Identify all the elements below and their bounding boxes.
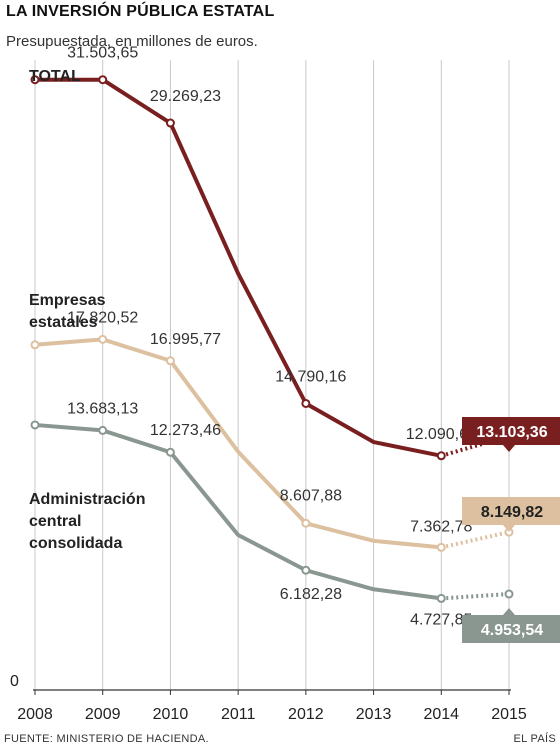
data-label-administracion-2014: 4.727,85 [410,611,472,628]
point-empresas-2009 [98,334,108,344]
data-label-empresas-2009: 17.820,52 [67,309,138,326]
series-name-empresas-line-2: estatales [29,314,98,331]
x-tick-label-2010: 2010 [153,706,189,723]
data-label-empresas-2012: 8.607,88 [280,487,342,504]
point-empresas-2008 [30,340,40,350]
point-total-2010 [165,118,175,128]
chart-subtitle: Presupuestada, en millones de euros. [6,33,258,50]
point-administracion-2008 [30,420,40,430]
chart-title: LA INVERSIÓN PÚBLICA ESTATAL [6,3,275,20]
series-projection-empresas [440,530,510,550]
point-administracion-2014 [436,593,446,603]
data-labels: 31.503,65 29.269,23 14.790,16 12.090,63 13.1… [29,45,560,643]
value-box-total [462,417,560,445]
x-tick-label-2011: 2011 [221,706,256,723]
data-label-empresas-2014: 7.362,78 [410,518,472,535]
point-total-2009 [98,75,108,85]
data-label-administracion-2009: 13.683,13 [67,400,138,417]
data-label-empresas-2010: 16.995,77 [150,331,221,348]
grid-lines [34,60,510,690]
x-tick-label-2014: 2014 [423,706,459,723]
series-name-administracion-line-3: consolidada [29,535,122,552]
point-administracion-2009 [98,425,108,435]
data-label-total-2014: 12.090,63 [406,426,477,443]
point-empresas-2014 [436,542,446,552]
value-box-administracion [462,615,560,643]
y-tick-label-0: 0 [10,673,19,690]
value-box-empresas [462,497,560,525]
point-empresas-2010 [165,356,175,366]
series-projection-administracion [441,592,510,601]
point-administracion-2015 [504,589,514,599]
series-name-administracion-line-2: central [29,513,81,530]
data-label-total-2010: 29.269,23 [150,88,221,105]
data-label-total-2012: 14.790,16 [275,368,346,385]
value-box-pointer-total [503,445,515,452]
data-label-total-2009: 31.503,65 [67,45,138,62]
x-tick-label-2009: 2009 [85,706,121,723]
value-box-label-empresas: 8.149,82 [481,504,543,521]
x-tick-label-2015: 2015 [491,706,527,723]
axes: 2008 2009 2010 2011 2012 2013 2014 2015 0 [10,673,527,723]
series-name-administracion-line-1: Administración [29,491,145,508]
point-total-2012 [301,398,311,408]
series-name-empresas-line-1: Empresas [29,292,106,309]
point-administracion-2012 [301,565,311,575]
publisher-brand: EL PAÍS [513,733,556,745]
series-name-total-line-1: TOTAL [29,68,81,85]
point-empresas-2012 [301,518,311,528]
value-box-label-total: 13.103,36 [476,424,547,441]
point-administracion-2010 [165,447,175,457]
value-box-pointer-administracion [503,608,515,615]
x-tick-label-2008: 2008 [17,706,53,723]
point-total-2014 [436,451,446,461]
point-total-2008 [30,75,40,85]
source-note: FUENTE: MINISTERIO DE HACIENDA. [4,733,209,745]
data-label-administracion-2010: 12.273,46 [150,422,221,439]
series-lines [30,75,514,603]
value-box-label-administracion: 4.953,54 [481,622,543,639]
value-box-pointer-empresas [503,525,515,532]
x-tick-label-2012: 2012 [288,706,324,723]
data-label-administracion-2012: 6.182,28 [280,586,342,603]
series-projection-total [440,434,510,458]
x-tick-label-2013: 2013 [356,706,392,723]
